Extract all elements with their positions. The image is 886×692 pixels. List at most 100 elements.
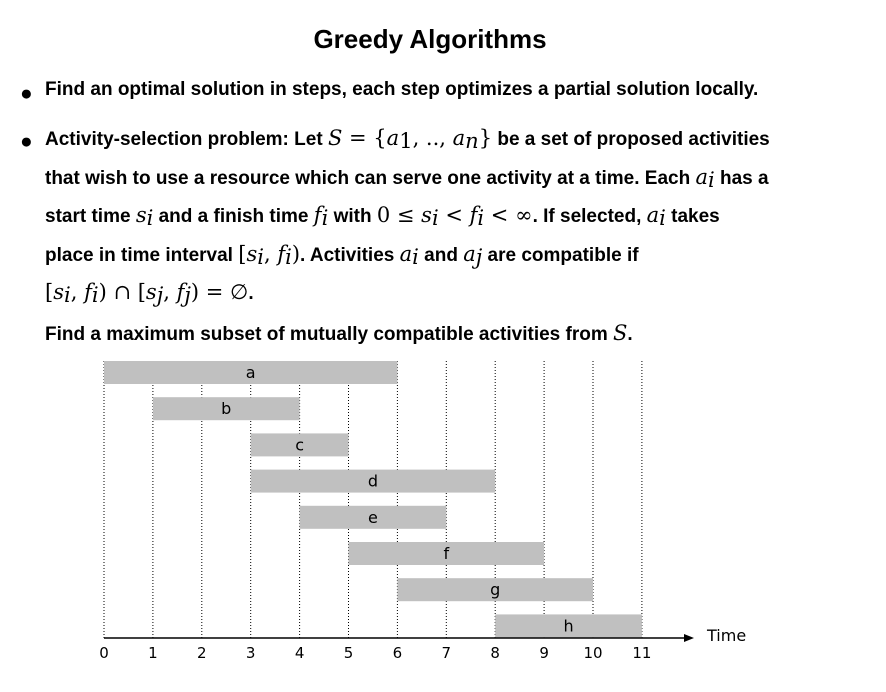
math-cap: ∩	[106, 280, 138, 304]
math-dots: , ..,	[412, 126, 453, 150]
text: with	[328, 206, 377, 227]
math-sub-i: i	[477, 206, 485, 230]
math-a: a	[386, 126, 400, 150]
bullet-optimal-solution: Find an optimal solution in steps, each …	[45, 72, 865, 109]
activity-bar-d	[250, 469, 496, 493]
math-sub-i: i	[321, 206, 329, 230]
activity-label-e: e	[368, 508, 378, 527]
tick-label-6: 6	[393, 644, 403, 662]
tick-label-9: 9	[539, 644, 549, 662]
text: and	[418, 244, 464, 266]
activity-bar-g	[397, 578, 593, 602]
math-f: f	[469, 203, 478, 227]
math-a: a	[399, 241, 413, 266]
math-f: f	[277, 241, 286, 266]
text: and a finish time	[153, 206, 314, 227]
text: .	[248, 283, 254, 304]
page-title: Greedy Algorithms	[313, 24, 547, 54]
math-sub-i: i	[431, 206, 439, 230]
text: that wish to use a resource which can se…	[45, 167, 696, 189]
tick-label-8: 8	[490, 644, 500, 662]
math-sub-i: i	[412, 244, 419, 269]
activity-label-h: h	[563, 616, 573, 635]
tick-label-0: 0	[99, 644, 109, 662]
activity-label-a: a	[246, 363, 256, 382]
bullet-activity-selection: Activity-selection problem: Let S = {a1,…	[45, 120, 865, 353]
activity-label-c: c	[295, 435, 304, 454]
activity-bar-h	[495, 614, 642, 638]
math-a: a	[463, 241, 476, 266]
math-ineq: 0 ≤	[376, 203, 422, 227]
math-paren: )	[291, 241, 301, 266]
math-paren: )	[190, 280, 200, 304]
math-sub-n: n	[465, 129, 479, 153]
activity-timeline-chart: ab c de f g h Time 0 1 2 3 4 5 6 7 8 9 10 11	[99, 361, 746, 662]
activity-bar-a	[104, 361, 398, 384]
math-s: s	[53, 280, 64, 304]
bullet-1-text: Find an optimal solution in steps, each …	[45, 79, 759, 100]
math-sub-i: i	[285, 244, 292, 269]
math-lt: <	[438, 203, 470, 227]
line-4: place in time interval [si, fi). Activit…	[45, 236, 865, 275]
math-lt-inf: < ∞	[484, 203, 533, 227]
tick-label-11: 11	[632, 644, 651, 662]
math-f: f	[176, 280, 185, 304]
text: place in time interval	[45, 244, 239, 266]
math-sub-i: i	[91, 283, 99, 307]
math-comma: ,	[163, 280, 177, 304]
math-a: a	[695, 164, 708, 189]
x-axis-label: Time	[706, 626, 746, 645]
activity-label-b: b	[221, 399, 231, 418]
tick-label-3: 3	[246, 644, 256, 662]
math-sub-j: j	[156, 283, 164, 307]
math-S: S	[327, 126, 343, 150]
math-comma: ,	[70, 280, 85, 304]
text: start time	[45, 206, 136, 227]
math-bracket: [	[45, 280, 54, 304]
text: has a	[714, 167, 769, 189]
activity-bar-c	[250, 433, 349, 457]
math-empty: = ∅	[199, 280, 249, 304]
tick-label-1: 1	[148, 644, 158, 662]
text: .	[627, 323, 633, 345]
text: be a set of proposed activities	[492, 129, 770, 150]
math-sub-j: j	[475, 244, 483, 269]
text: . Activities	[300, 244, 400, 266]
math-f: f	[84, 280, 92, 304]
line-3: start time si and a finish time fi with …	[45, 197, 865, 236]
line-2: that wish to use a resource which can se…	[45, 159, 865, 198]
activity-bar-f	[348, 542, 545, 565]
math-sub-i: i	[257, 244, 264, 269]
math-eq: = {	[342, 126, 387, 150]
math-f: f	[313, 203, 322, 227]
bullet-dot-1: ●	[20, 82, 33, 105]
math-sub-1: 1	[399, 129, 413, 153]
math-a: a	[646, 203, 660, 227]
math-paren: )	[98, 280, 107, 304]
line-1: Activity-selection problem: Let S = {a1,…	[45, 120, 865, 159]
math-sub-j: j	[184, 283, 191, 307]
tick-label-2: 2	[197, 644, 207, 662]
math-bracket: [	[238, 241, 247, 266]
tick-label-10: 10	[583, 644, 602, 662]
activity-label-f: f	[443, 544, 449, 563]
math-sub-i: i	[146, 206, 154, 230]
math-s: s	[421, 203, 432, 227]
line-5: [si, fi) ∩ [sj, fj) = ∅.	[45, 274, 865, 313]
x-axis-arrow	[684, 634, 694, 642]
activity-label-d: d	[368, 472, 378, 491]
math-bracket: [	[137, 280, 146, 304]
math-s: s	[145, 280, 157, 304]
text: are compatible if	[482, 244, 639, 266]
text: Find a maximum subset of mutually compat…	[45, 323, 614, 345]
text: Activity-selection problem: Let	[45, 129, 328, 150]
math-s: s	[135, 203, 147, 227]
math-s: s	[246, 241, 258, 266]
math-a: a	[452, 126, 466, 150]
math-comma: ,	[263, 241, 278, 266]
bullet-dot-2: ●	[20, 130, 33, 153]
line-6: Find a maximum subset of mutually compat…	[45, 315, 865, 354]
math-sub-i: i	[659, 206, 666, 230]
math-S: S	[613, 320, 628, 345]
math-sub-i: i	[708, 167, 715, 192]
